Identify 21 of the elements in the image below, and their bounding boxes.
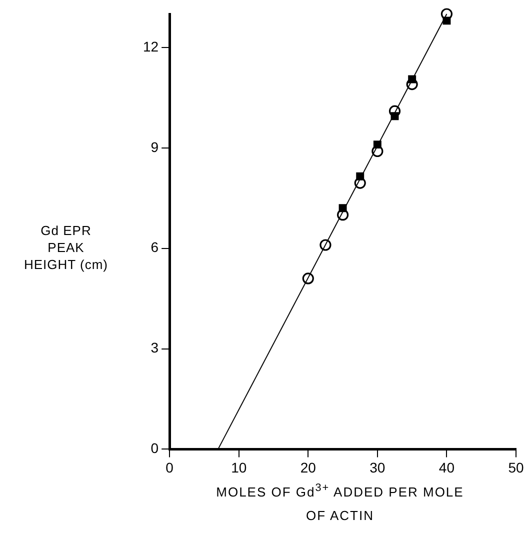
point	[372, 145, 384, 158]
x-tick-label: 20	[300, 459, 316, 476]
y-tick-label: 3	[150, 340, 159, 356]
x-tick-label: 50	[508, 459, 524, 476]
point	[354, 177, 366, 189]
point	[406, 78, 418, 90]
y-axis-title: Gd EPR PEAK HEIGHT (cm)	[23, 222, 109, 273]
y-tick-label: 9	[150, 138, 159, 155]
x-tick-label: 10	[231, 459, 247, 476]
x-axis-title: MOLES OF Gd$^{3+}$ ADDED PER MOLE OF ACTIN	[215, 481, 465, 526]
point	[336, 209, 349, 221]
point	[302, 272, 314, 284]
x-tick-label: 0	[166, 459, 174, 476]
point	[388, 105, 401, 117]
point	[440, 8, 453, 20]
y-tick-label: 0	[150, 440, 159, 456]
y-tick-label: 12	[142, 38, 159, 54]
x-tick-label: 40	[438, 459, 455, 476]
point	[320, 239, 332, 251]
y-tick-label: 6	[150, 239, 159, 256]
x-tick-label: 30	[370, 459, 386, 476]
